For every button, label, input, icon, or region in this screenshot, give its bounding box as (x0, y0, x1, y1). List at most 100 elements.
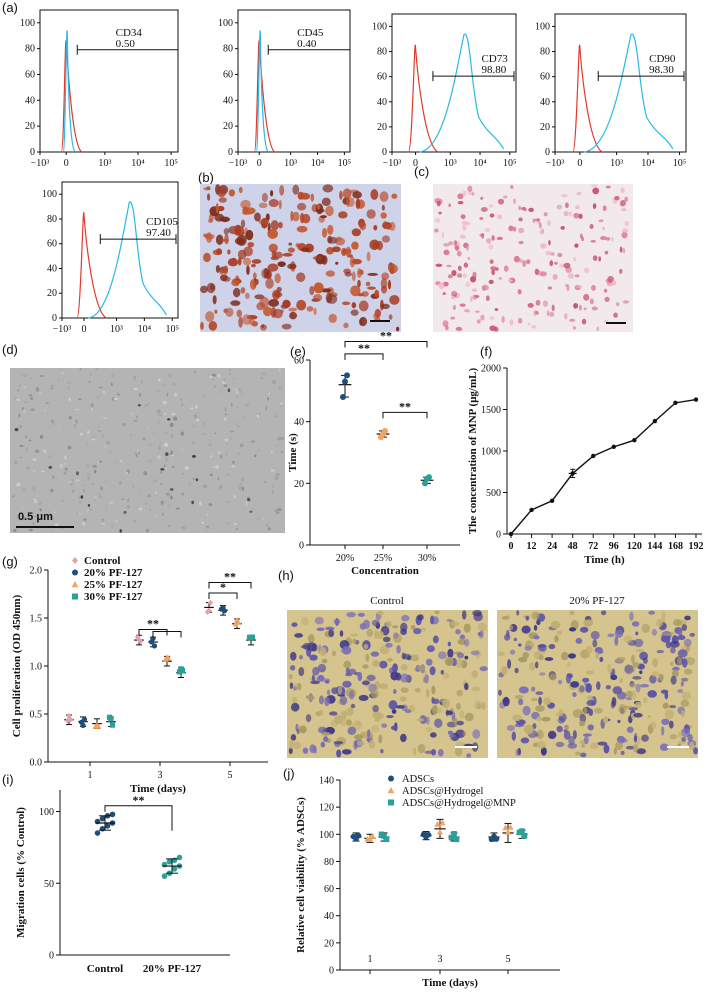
micrograph-blob (512, 226, 517, 232)
micrograph-blob (583, 619, 594, 625)
micrograph-blob (512, 714, 522, 722)
micrograph-blob (247, 241, 255, 248)
micrograph-blob (632, 676, 642, 680)
micrograph-blob (327, 235, 333, 244)
micrograph-blob (656, 618, 663, 628)
micrograph-blob (382, 636, 391, 643)
panel-label-g: (g) (2, 554, 18, 569)
micrograph-blob (590, 742, 599, 750)
micrograph-blob (541, 716, 551, 722)
micrograph-blob (391, 709, 397, 714)
micrograph-blob (319, 709, 323, 716)
micrograph-blob (194, 370, 196, 374)
micrograph-blob (316, 203, 321, 210)
panel-label-i: (i) (2, 772, 14, 787)
micrograph-blob (540, 243, 547, 249)
micrograph-blob (552, 273, 558, 280)
chart-e: 0 20 40 60 20% 25% 30%Concentration Time (s) ** *… (287, 329, 460, 577)
micrograph-blob (94, 498, 97, 503)
micrograph-blob (247, 497, 251, 502)
micrograph-blob (249, 510, 253, 513)
micrograph-blob (633, 712, 643, 718)
data-point (387, 786, 395, 794)
micrograph-blob (438, 282, 445, 290)
micrograph-blob (300, 247, 310, 253)
series-line (510, 398, 697, 535)
flow-y-tick-label: 0 (228, 147, 233, 158)
micrograph-blob (302, 747, 309, 754)
micrograph-blob (289, 739, 294, 749)
y-tick-label: 120 (319, 803, 334, 814)
micrograph-blob (424, 750, 433, 754)
micrograph-blob (28, 394, 32, 397)
micrograph-blob (346, 196, 350, 208)
significance-bracket (104, 805, 173, 831)
micrograph-blob (358, 694, 369, 701)
x-tick-label: 24 (547, 541, 557, 552)
micrograph-blob (109, 501, 113, 504)
micrograph-blob (413, 747, 417, 756)
micrograph-blob (463, 309, 471, 313)
micrograph-blob (28, 528, 34, 532)
micrograph-blob (215, 248, 223, 255)
micrograph-blob (561, 651, 569, 661)
flow-marker-curve (62, 30, 76, 153)
micrograph-blob (34, 514, 38, 519)
micrograph-blob (99, 460, 102, 464)
micrograph-blob (636, 748, 647, 755)
y-tick-label: 80 (324, 857, 334, 868)
micrograph-blob (661, 611, 666, 619)
micrograph-blob (195, 478, 199, 482)
micrograph-blob (289, 311, 298, 320)
micrograph-blob (434, 610, 440, 615)
micrograph-blob (120, 459, 123, 463)
micrograph-blob (525, 615, 530, 621)
micrograph-blob (374, 308, 382, 318)
micrograph-blob (86, 472, 91, 477)
micrograph-blob (603, 744, 610, 754)
micrograph-blob (320, 741, 326, 748)
micrograph-blob (578, 213, 583, 219)
micrograph-blob (321, 197, 331, 207)
micrograph-blob (371, 725, 380, 733)
micrograph-blob (261, 192, 268, 203)
micrograph-blob (367, 272, 379, 276)
micrograph-blob (606, 281, 614, 287)
micrograph-blob (390, 671, 399, 681)
micrograph-blob (160, 470, 162, 474)
micrograph-blob (325, 205, 334, 217)
micrograph-blob (572, 729, 577, 740)
micrograph-blob (191, 441, 196, 445)
micrograph-blob (14, 428, 19, 432)
micrograph-blob (148, 443, 152, 447)
micrograph-blob (518, 240, 524, 245)
micrograph-blob (104, 480, 108, 483)
micrograph-blob (621, 231, 628, 239)
micrograph-blob (682, 658, 688, 668)
micrograph-blob (48, 465, 53, 469)
flow-frame (237, 9, 351, 153)
micrograph-blob (61, 372, 64, 374)
micrograph-blob (234, 388, 238, 391)
micrograph-blob (669, 661, 674, 666)
flow-marker-value: 98.80 (481, 64, 506, 76)
micrograph-blob (549, 311, 555, 317)
micrograph-blob (489, 213, 495, 218)
micrograph-blob (374, 289, 380, 298)
micrograph-blob (538, 696, 542, 706)
micrograph-blob (557, 252, 563, 258)
micrograph-c-cells (434, 184, 630, 332)
micrograph-blob (536, 740, 546, 749)
micrograph-blob (149, 509, 152, 511)
micrograph-blob (547, 286, 552, 290)
micrograph-blob (113, 397, 118, 401)
micrograph-c (433, 184, 633, 332)
flow-x-tick-label: −10³ (383, 158, 402, 169)
micrograph-blob (463, 273, 467, 278)
micrograph-blob (677, 649, 688, 658)
micrograph-blob (192, 424, 196, 428)
micrograph-blob (35, 388, 40, 392)
micrograph-blob (236, 425, 240, 428)
micrograph-blob (22, 516, 26, 521)
micrograph-blob (554, 635, 559, 643)
